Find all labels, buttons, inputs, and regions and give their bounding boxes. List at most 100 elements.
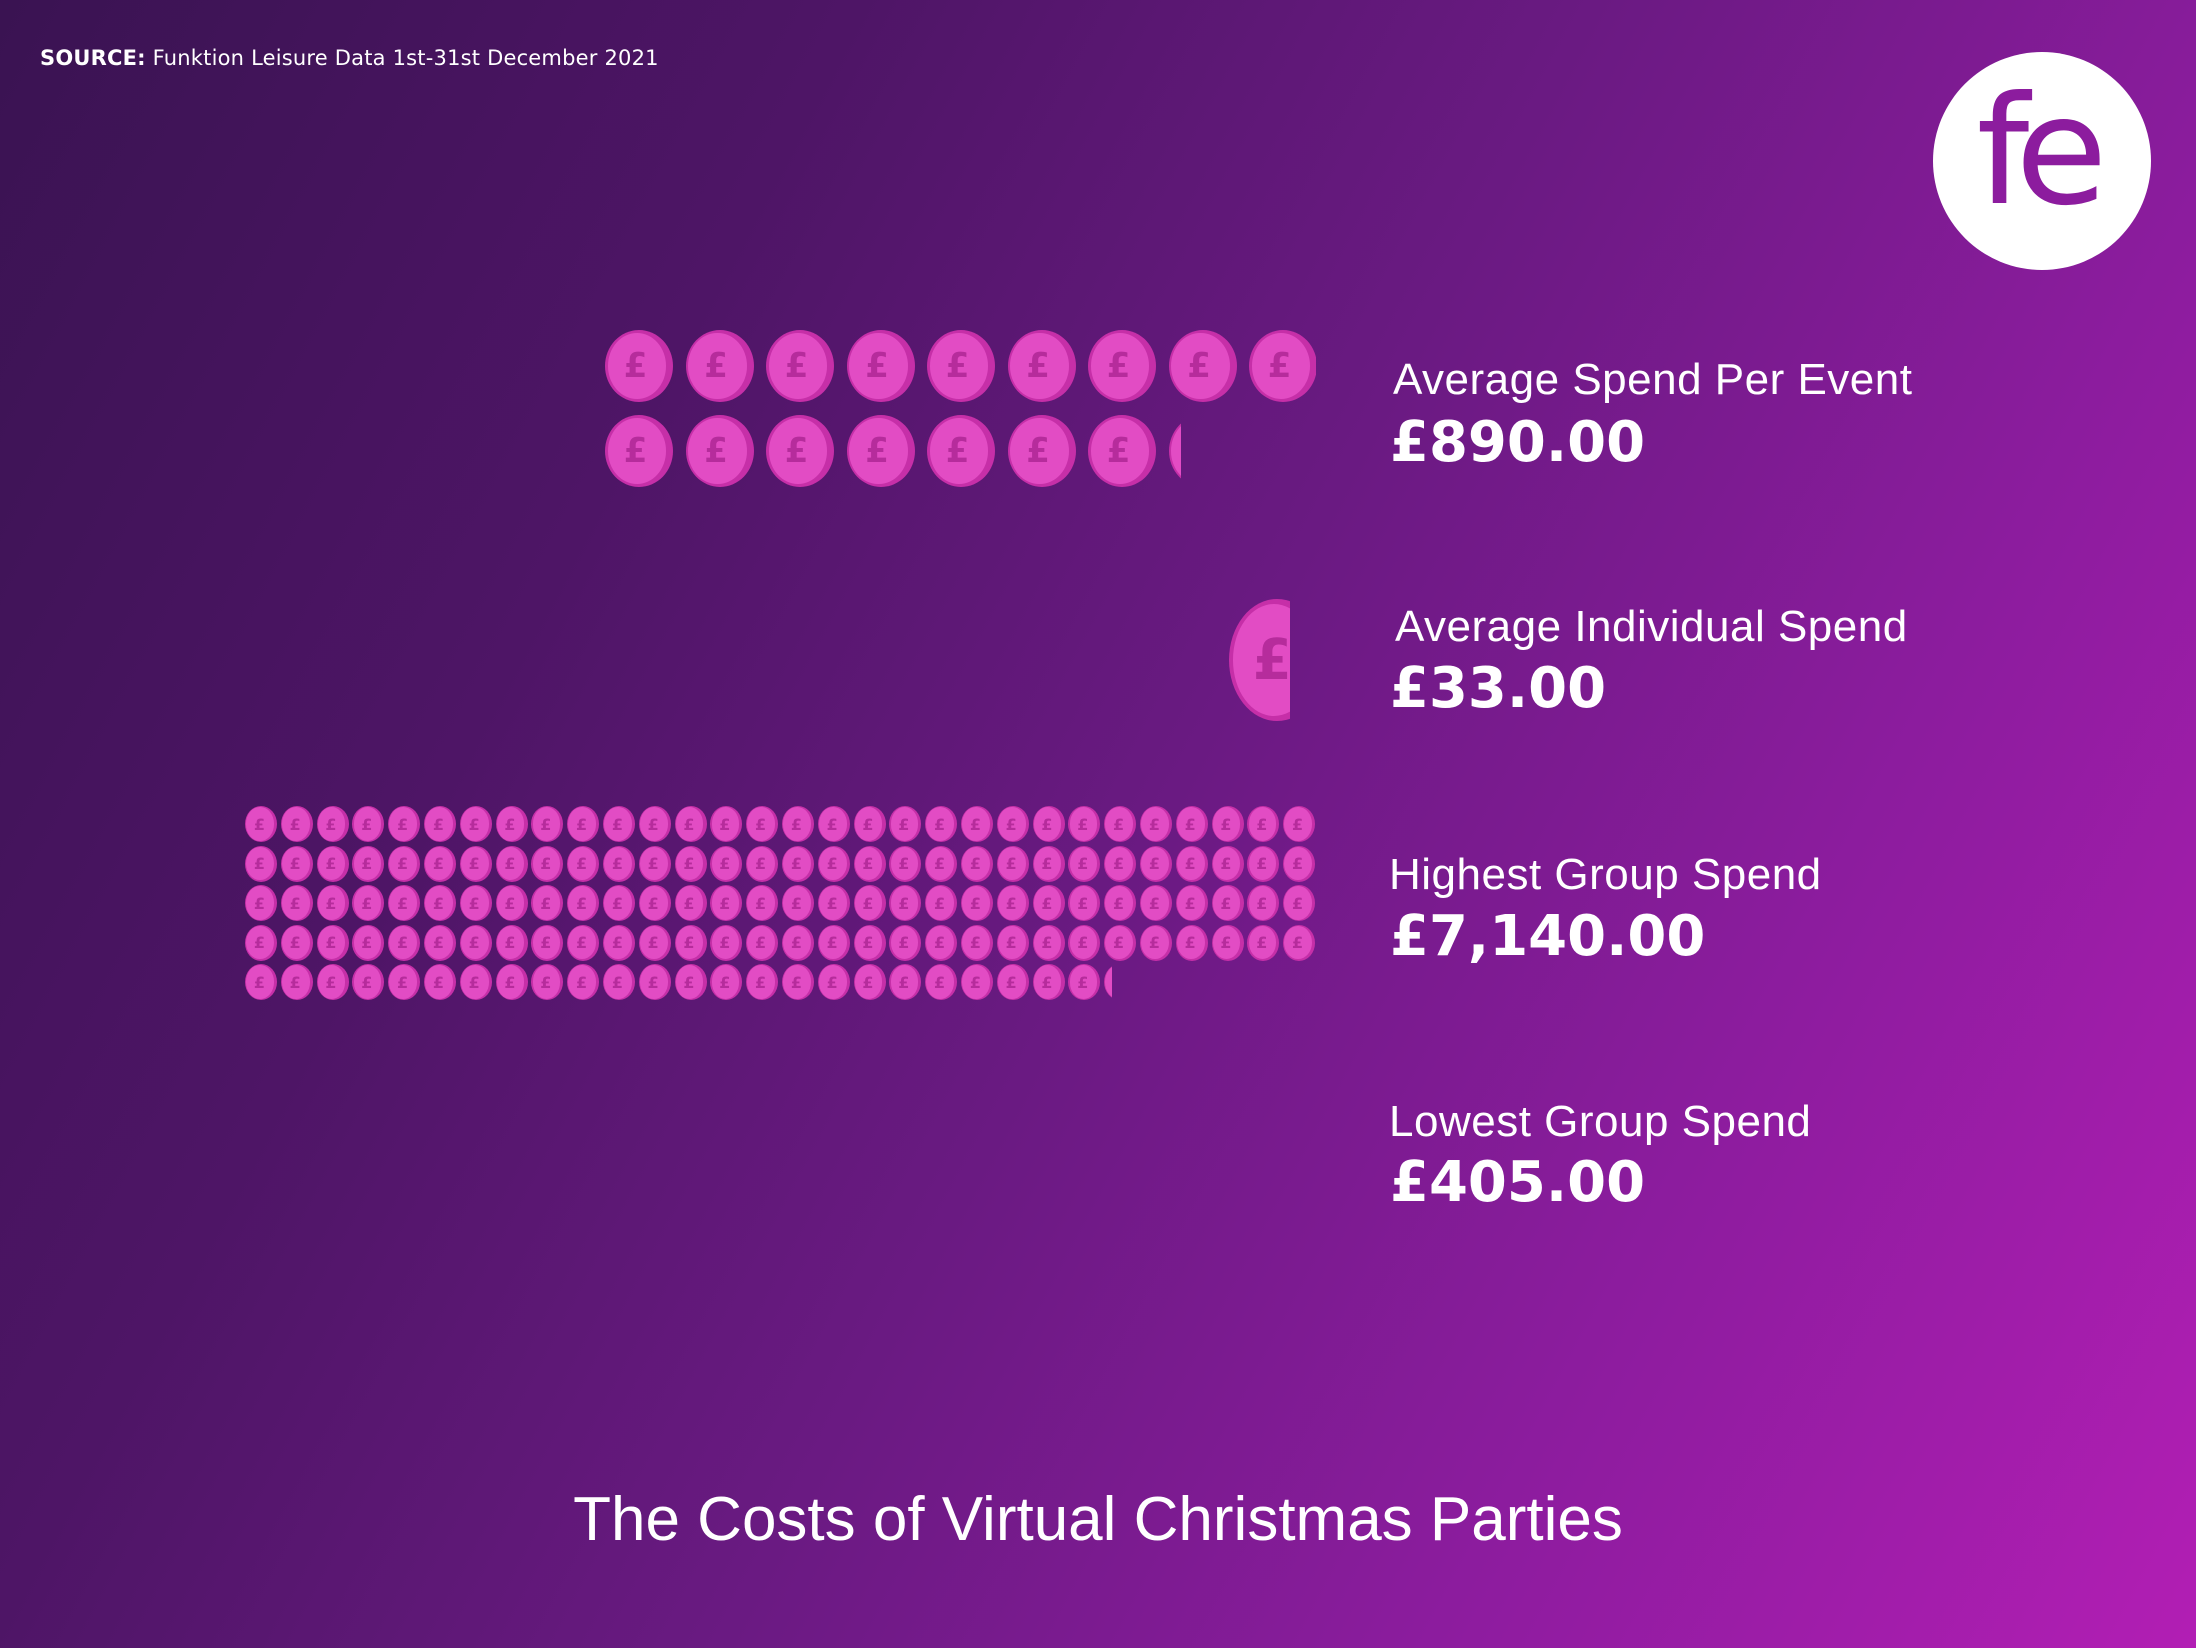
pound-coin-icon: £ (388, 885, 421, 921)
pound-coin-icon: £ (495, 964, 528, 1000)
pound-coin-icon: £ (280, 924, 313, 961)
pound-coin-icon: £ (674, 845, 707, 882)
value-average-individual-spend: £33.00 (1390, 656, 1607, 721)
pound-coin-icon: £ (459, 806, 492, 842)
pound-coin-icon: £ (1211, 885, 1244, 921)
pound-coin-icon: £ (1283, 806, 1316, 842)
pound-coin-icon: £ (746, 885, 779, 921)
pound-coin-icon: £ (638, 845, 671, 882)
pound-coin-icon: £ (638, 924, 671, 961)
pound-coin-icon: £ (603, 845, 635, 882)
pound-coin-icon: £ (1211, 806, 1244, 842)
pound-coin-icon: £ (846, 415, 915, 487)
pound-coin-icon: £ (1168, 415, 1181, 487)
pound-coin-icon: £ (531, 885, 564, 921)
pound-coin-icon: £ (961, 845, 993, 882)
pound-coin-icon: £ (889, 924, 922, 961)
pound-coin-icon: £ (1247, 845, 1280, 882)
pound-coin-icon: £ (1175, 806, 1208, 842)
pound-coin-icon: £ (1140, 924, 1172, 961)
pound-coin-icon: £ (605, 415, 673, 487)
pound-coin-icon: £ (746, 924, 779, 961)
pound-coin-icon: £ (459, 885, 492, 921)
pound-coin-icon: £ (996, 924, 1029, 961)
pound-coin-icon: £ (352, 964, 385, 1000)
pound-coin-icon: £ (1247, 924, 1280, 961)
pound-coin-icon: £ (782, 885, 814, 921)
pound-coin-icon: £ (1140, 845, 1172, 882)
pound-coin-icon: £ (1068, 924, 1101, 961)
pound-coin-icon: £ (459, 924, 492, 961)
pound-coin-icon: £ (1032, 924, 1065, 961)
pound-coin-icon: £ (531, 845, 564, 882)
coin-group-1: £££££££££££££££££ (605, 330, 1316, 500)
pound-coin-icon: £ (1247, 885, 1280, 921)
pound-coin-icon: £ (280, 964, 313, 1000)
pound-coin-icon: £ (889, 964, 922, 1000)
pound-coin-icon: £ (996, 806, 1029, 842)
label-highest-group-spend: Highest Group Spend (1389, 850, 1822, 899)
pound-coin-icon: £ (782, 845, 814, 882)
pound-coin-icon: £ (710, 806, 743, 842)
pound-coin-icon: £ (245, 924, 277, 961)
pound-coin-icon: £ (1249, 330, 1316, 402)
pound-coin-icon: £ (782, 924, 814, 961)
pound-coin-icon: £ (603, 964, 635, 1000)
fe-logo: fe (1933, 52, 2151, 270)
pound-coin-icon: £ (567, 845, 600, 882)
coin-group-3: £ £ £ £ £ £ £ £ £ £ £ £ £ £ £ £ £ £ £ £ £ £ £ £ £ £ £ £ £ £ £ £ £ £ £ £ £ £ £ £… (245, 806, 1316, 1004)
pound-coin-icon: £ (567, 964, 600, 1000)
pound-coin-icon: £ (685, 330, 754, 402)
pound-coin-icon: £ (531, 806, 564, 842)
label-lowest-group-spend: Lowest Group Spend (1389, 1097, 1812, 1146)
pound-coin-icon: £ (495, 924, 528, 961)
pound-coin-icon: £ (1247, 806, 1280, 842)
source-text: Funktion Leisure Data 1st-31st December … (152, 46, 659, 70)
pound-coin-icon: £ (746, 845, 779, 882)
pound-coin-icon: £ (424, 845, 456, 882)
pound-coin-icon: £ (1007, 330, 1076, 402)
pound-coin-icon: £ (996, 845, 1029, 882)
pound-coin-icon: £ (1068, 845, 1101, 882)
pound-coin-icon: £ (925, 964, 958, 1000)
pound-coin-icon: £ (961, 806, 993, 842)
pound-coin-icon: £ (925, 885, 958, 921)
pound-coin-icon: £ (1283, 885, 1316, 921)
pound-coin-icon: £ (766, 330, 834, 402)
pound-coin-icon: £ (388, 806, 421, 842)
pound-coin-icon: £ (925, 845, 958, 882)
pound-coin-icon: £ (889, 845, 922, 882)
pound-coin-icon: £ (424, 924, 456, 961)
pound-coin-icon: £ (1068, 964, 1101, 1000)
pound-coin-icon: £ (1032, 806, 1065, 842)
label-average-spend-per-event: Average Spend Per Event (1393, 355, 1913, 404)
pound-coin-icon: £ (603, 885, 635, 921)
pound-coin-icon: £ (1068, 806, 1101, 842)
pound-coin-icon: £ (853, 885, 886, 921)
pound-coin-icon: £ (925, 924, 958, 961)
pound-coin-icon: £ (280, 806, 313, 842)
pound-coin-icon: £ (710, 924, 743, 961)
pound-coin-icon: £ (245, 964, 277, 1000)
pound-coin-icon: £ (817, 885, 850, 921)
pound-coin-icon: £ (424, 885, 456, 921)
chart-title: The Costs of Virtual Christmas Parties (573, 1485, 1623, 1554)
pound-coin-icon: £ (817, 924, 850, 961)
pound-coin-icon: £ (1088, 330, 1156, 402)
pound-coin-icon: £ (817, 964, 850, 1000)
pound-coin-icon: £ (567, 885, 600, 921)
pound-coin-icon: £ (316, 845, 349, 882)
pound-coin-icon: £ (495, 885, 528, 921)
pound-coin-icon: £ (996, 964, 1029, 1000)
pound-coin-icon: £ (710, 845, 743, 882)
pound-coin-icon: £ (603, 806, 635, 842)
pound-coin-icon: £ (280, 845, 313, 882)
pound-coin-icon: £ (1088, 415, 1156, 487)
value-lowest-group-spend: £405.00 (1390, 1150, 1646, 1215)
pound-coin-icon: £ (961, 964, 993, 1000)
pound-coin-icon: £ (316, 806, 349, 842)
pound-coin-icon: £ (603, 924, 635, 961)
pound-coin-icon: £ (1168, 330, 1237, 402)
pound-coin-icon: £ (782, 964, 814, 1000)
pound-coin-icon: £ (605, 330, 673, 402)
